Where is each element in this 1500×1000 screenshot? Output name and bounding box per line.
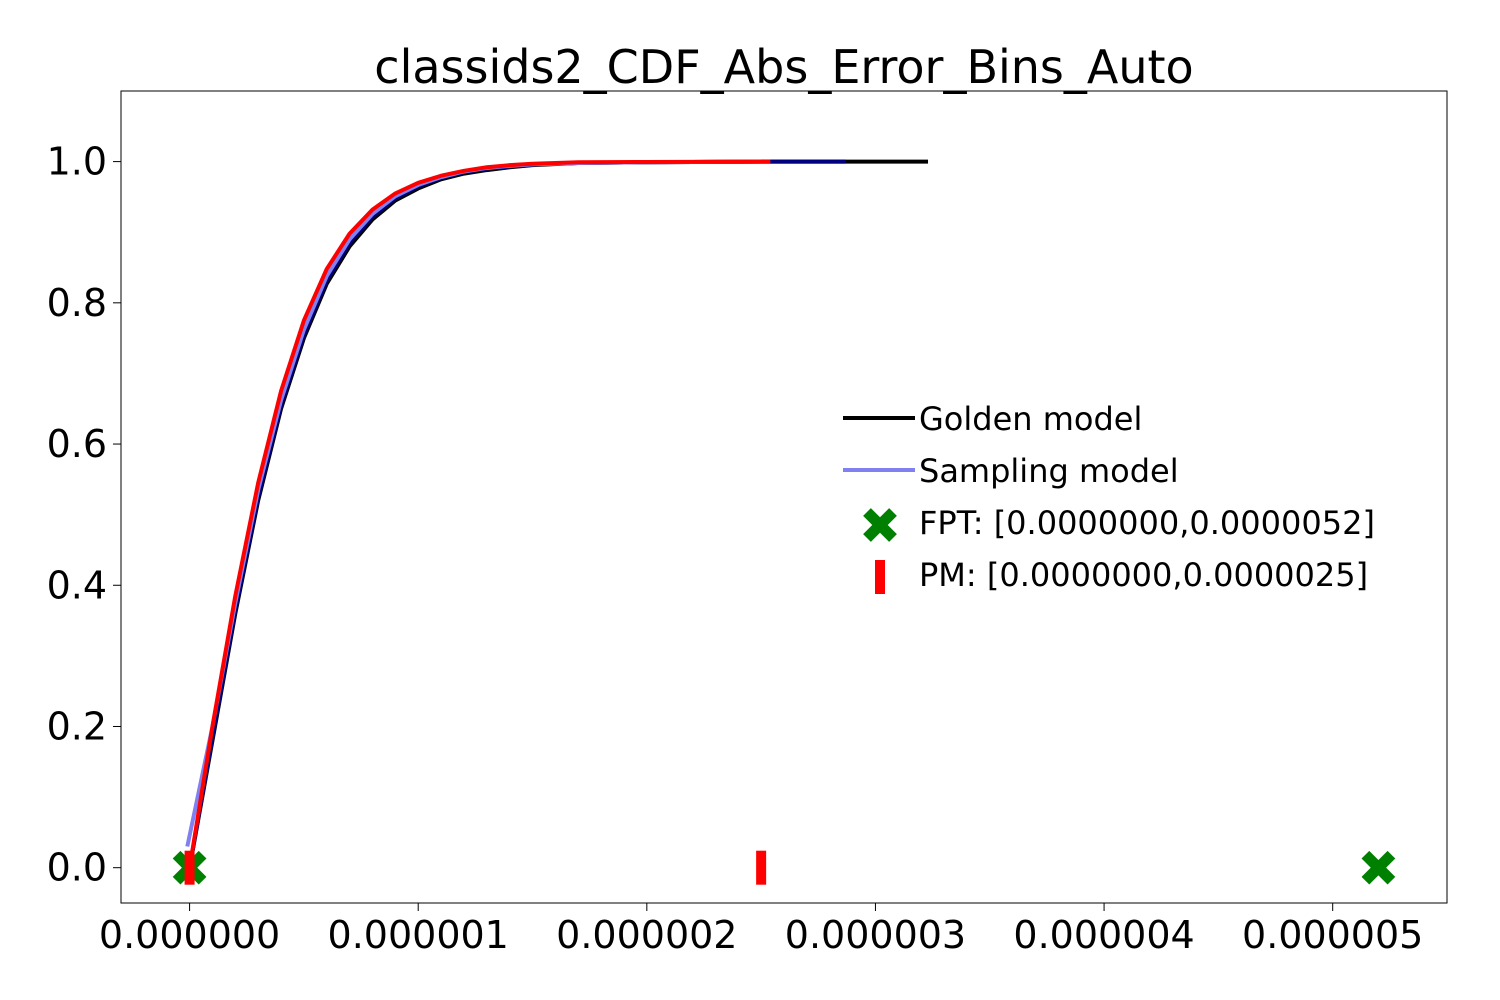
y-tick-label: 0.0 (47, 846, 107, 890)
legend-bar-swatch (875, 560, 885, 594)
pm-marker-1 (756, 850, 767, 885)
y-tick-label: 0.4 (47, 563, 107, 607)
marker-layer (172, 850, 1396, 885)
x-tick-label: 0.000003 (785, 913, 966, 957)
legend-entry-1: Sampling model (843, 452, 1179, 490)
series-line-2 (185, 159, 762, 847)
y-tick-label: 0.2 (47, 704, 107, 748)
chart-title: classids2_CDF_Abs_Error_Bins_Auto (374, 40, 1193, 94)
x-axis: 0.000000 0.000001 0.000002 0.000003 0.000004… (99, 903, 1423, 957)
fpt-marker-1 (1361, 850, 1396, 885)
legend-entry-3: PM: [0.0000000,0.0000025] (875, 556, 1368, 594)
x-tick-label: 0.000004 (1013, 913, 1194, 957)
legend-label: FPT: [0.0000000,0.0000052] (919, 504, 1375, 542)
series-layer (185, 159, 929, 869)
x-tick-label: 0.000002 (556, 913, 737, 957)
legend-entry-0: Golden model (843, 400, 1142, 438)
series-line-3 (187, 159, 771, 869)
series-line-1 (187, 159, 846, 869)
y-tick-label: 0.8 (47, 281, 107, 325)
legend-label: Golden model (919, 400, 1142, 438)
legend: Golden model Sampling model FPT: [0.000000… (843, 400, 1375, 594)
pm-marker-0 (184, 850, 195, 885)
x-tick-label: 0.000005 (1242, 913, 1423, 957)
y-tick-label: 1.0 (47, 140, 107, 184)
legend-label: Sampling model (919, 452, 1179, 490)
x-tick-label: 0.000001 (328, 913, 509, 957)
y-tick-label: 0.6 (47, 422, 107, 466)
x-tick-label: 0.000000 (99, 913, 280, 957)
plot-frame (120, 90, 1448, 904)
legend-x-swatch (863, 508, 897, 542)
legend-label: PM: [0.0000000,0.0000025] (919, 556, 1368, 594)
legend-entry-2: FPT: [0.0000000,0.0000052] (863, 504, 1375, 542)
series-line-0 (187, 159, 929, 869)
y-axis: 0.0 0.2 0.4 0.6 0.8 1.0 (47, 140, 121, 890)
